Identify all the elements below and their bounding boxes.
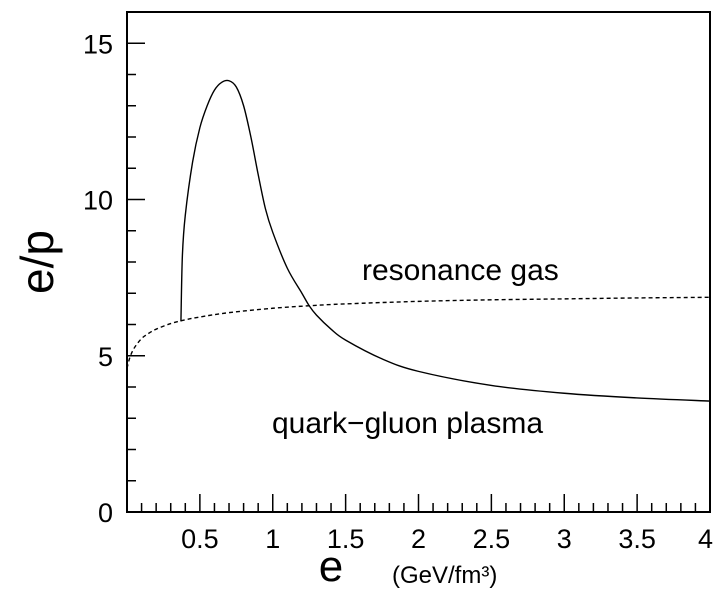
series-quark-gluon-plasma-line: [181, 80, 710, 401]
x-axis-label: e: [319, 542, 343, 591]
y-tick-label: 15: [83, 29, 113, 59]
annotation-resonance-gas: resonance gas: [362, 254, 559, 287]
series-resonance-gas-line: [127, 297, 710, 368]
x-tick-label: 3: [557, 524, 572, 554]
y-tick-label: 5: [98, 342, 113, 372]
x-tick-label: 2: [411, 524, 426, 554]
x-tick-label: 4: [698, 524, 713, 554]
x-tick-label: 0.5: [181, 524, 219, 554]
x-tick-label: 3.5: [618, 524, 656, 554]
series-layer: [127, 80, 710, 401]
x-tick-label: 1: [265, 524, 280, 554]
x-axis-unit: (GeV/fm³): [392, 562, 497, 589]
y-tick-label: 10: [83, 186, 113, 216]
x-tick-label: 2.5: [473, 524, 511, 554]
annotation-quark-gluon-plasma: quark−gluon plasma: [272, 407, 543, 440]
y-axis-label: e/p: [11, 230, 63, 294]
y-tick-label: 0: [98, 498, 113, 528]
